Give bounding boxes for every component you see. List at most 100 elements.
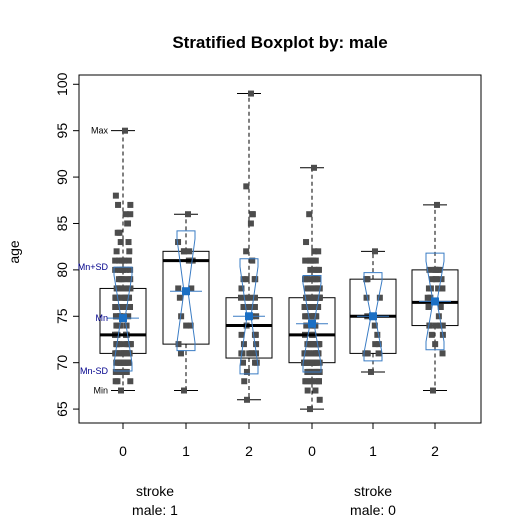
- data-point: [435, 285, 442, 292]
- data-point: [304, 387, 311, 394]
- data-point: [426, 322, 433, 329]
- boxplot-group: [349, 248, 397, 375]
- data-point: [312, 387, 319, 394]
- data-point: [185, 211, 191, 218]
- boxplot-group: [288, 164, 336, 413]
- data-point: [439, 350, 446, 357]
- data-point: [434, 201, 440, 208]
- data-point: [115, 359, 122, 366]
- data-point: [240, 359, 247, 366]
- data-point: [306, 211, 313, 218]
- y-axis-label: age: [6, 240, 22, 264]
- data-point: [113, 313, 120, 320]
- data-point: [243, 368, 250, 375]
- mean-sd-box: [302, 274, 322, 373]
- data-point: [429, 276, 436, 283]
- data-point: [120, 359, 127, 366]
- data-point: [374, 331, 381, 338]
- data-point: [424, 294, 431, 301]
- data-point: [368, 368, 374, 375]
- data-point: [307, 406, 313, 413]
- mean-sd-box: [239, 258, 259, 375]
- data-point: [309, 359, 316, 366]
- annotation-mn-plus-sd: Mn+SD: [78, 262, 109, 272]
- x-axis: 0 1 2 0 1 2: [119, 423, 439, 459]
- data-point: [314, 350, 321, 357]
- data-point: [304, 359, 311, 366]
- data-point: [125, 285, 132, 292]
- y-tick-label: 80: [54, 262, 70, 278]
- y-tick-label: 75: [54, 308, 70, 324]
- y-tick-label: 90: [54, 169, 70, 185]
- data-point: [112, 368, 119, 375]
- data-point: [253, 359, 260, 366]
- data-point: [314, 266, 321, 273]
- data-point: [115, 322, 122, 329]
- data-point: [438, 276, 445, 283]
- data-point: [123, 350, 130, 357]
- chart-title: Stratified Boxplot by: male: [172, 33, 387, 52]
- annotation-labels: Max Mn+SD Mn Mn-SD Min: [78, 126, 109, 396]
- mean-sd-box: [425, 252, 445, 351]
- data-point: [243, 294, 250, 301]
- data-point: [176, 294, 183, 301]
- data-point: [186, 248, 193, 255]
- data-point: [375, 341, 382, 348]
- data-point: [316, 396, 323, 403]
- mean-marker: [431, 297, 439, 306]
- data-point: [363, 276, 370, 283]
- factor-label: stroke: [354, 483, 392, 499]
- data-point: [175, 285, 182, 292]
- data-point: [183, 322, 190, 329]
- data-point: [181, 248, 188, 255]
- data-point: [127, 378, 134, 385]
- data-point: [178, 313, 185, 320]
- data-point: [310, 294, 317, 301]
- data-point: [313, 285, 320, 292]
- data-point: [116, 257, 123, 264]
- data-point: [115, 276, 122, 283]
- data-point: [125, 257, 132, 264]
- stratum-label: male: 0: [350, 502, 396, 518]
- data-point: [251, 294, 258, 301]
- data-point: [122, 294, 129, 301]
- data-point: [248, 350, 255, 357]
- data-point: [309, 378, 316, 385]
- data-point: [250, 304, 257, 310]
- data-point: [302, 313, 309, 320]
- mean-marker: [245, 312, 253, 321]
- mean-marker: [119, 314, 127, 323]
- data-point: [115, 201, 122, 208]
- mean-marker: [182, 287, 190, 296]
- data-point: [112, 304, 119, 310]
- data-point: [122, 127, 128, 134]
- y-tick-label: 70: [54, 355, 70, 371]
- y-tick-label: 85: [54, 215, 70, 231]
- data-point: [437, 304, 444, 310]
- data-point: [121, 341, 128, 348]
- x-tick-label: 0: [308, 443, 316, 459]
- data-point: [125, 313, 132, 320]
- data-point: [439, 285, 446, 292]
- data-point: [315, 378, 322, 385]
- data-point: [302, 257, 309, 264]
- data-point: [125, 359, 132, 366]
- data-point: [112, 294, 119, 301]
- data-point: [113, 248, 120, 255]
- data-point: [303, 239, 310, 246]
- data-point: [240, 276, 247, 283]
- boxplot-group: [225, 90, 273, 403]
- data-point: [243, 276, 250, 283]
- x-tick-label: 1: [369, 443, 377, 459]
- strata-labels: stroke male: 1 stroke male: 0: [132, 483, 396, 518]
- data-point: [127, 266, 134, 273]
- data-point: [127, 276, 134, 283]
- boxplot-group: [99, 127, 147, 394]
- mean-sd-box: [113, 266, 133, 372]
- data-point: [252, 276, 259, 283]
- mean-marker: [369, 312, 377, 321]
- data-point: [432, 322, 439, 329]
- data-point: [177, 350, 184, 357]
- data-point: [432, 266, 439, 273]
